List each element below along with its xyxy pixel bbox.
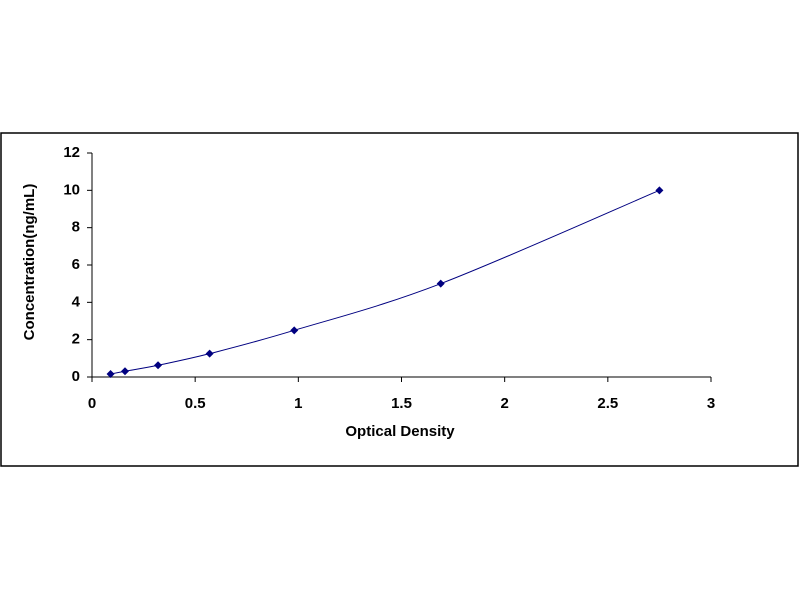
data-point bbox=[436, 279, 445, 288]
data-point bbox=[106, 370, 115, 379]
y-tick-label: 10 bbox=[63, 181, 80, 198]
x-tick-label: 2 bbox=[500, 395, 508, 412]
y-tick-label: 8 bbox=[72, 219, 80, 236]
x-tick-label: 1.5 bbox=[391, 395, 412, 412]
y-tick-label: 6 bbox=[72, 256, 80, 273]
y-tick-label: 4 bbox=[72, 293, 81, 310]
data-point bbox=[154, 361, 163, 370]
chart-frame bbox=[0, 132, 799, 467]
x-tick-label: 0.5 bbox=[185, 395, 206, 412]
y-tick-label: 12 bbox=[63, 144, 80, 161]
fit-curve bbox=[110, 189, 660, 375]
data-point bbox=[205, 349, 214, 358]
x-tick-label: 2.5 bbox=[597, 395, 618, 412]
x-axis-label: Optical Density bbox=[345, 423, 455, 440]
data-point bbox=[655, 186, 664, 195]
y-tick-label: 0 bbox=[72, 368, 80, 385]
x-tick-label: 0 bbox=[88, 395, 96, 412]
x-tick-label: 3 bbox=[707, 395, 715, 412]
y-axis-label: Concentration(ng/mL) bbox=[21, 184, 38, 341]
y-tick-label: 2 bbox=[72, 331, 80, 348]
data-point bbox=[290, 326, 299, 335]
data-point bbox=[121, 367, 130, 376]
x-tick-label: 1 bbox=[294, 395, 302, 412]
